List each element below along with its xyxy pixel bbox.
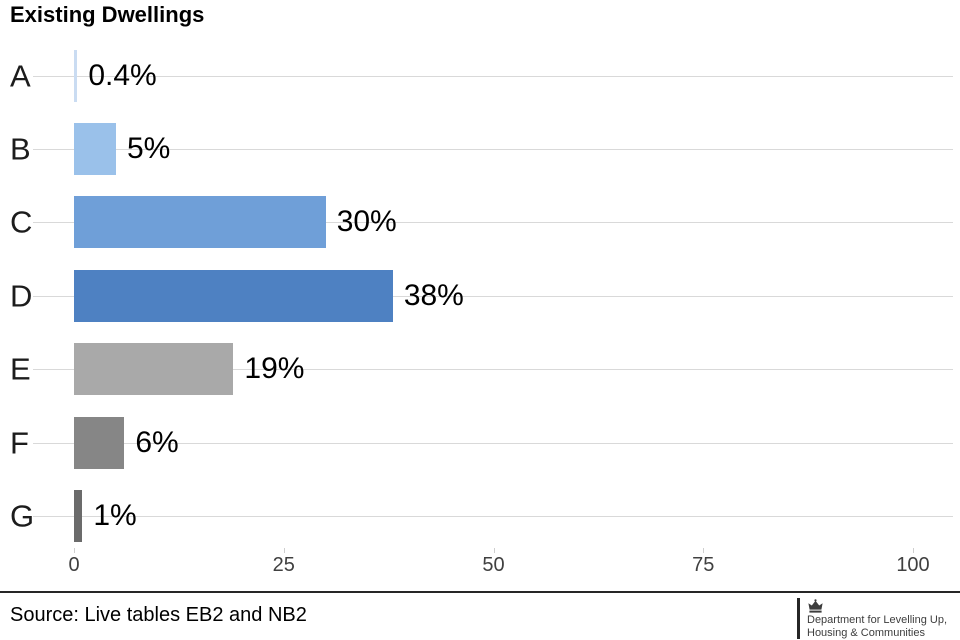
- gridline: [33, 442, 953, 444]
- x-axis-tick-mark: [283, 548, 285, 553]
- category-label: A: [10, 58, 31, 94]
- logo-text-line2: Housing & Communities: [807, 626, 925, 639]
- x-axis-tick-mark: [74, 548, 75, 553]
- gridline: [33, 75, 953, 77]
- bar: [74, 123, 116, 176]
- category-label: D: [10, 278, 33, 314]
- bar: [74, 49, 78, 102]
- value-label: 0.4%: [88, 58, 157, 92]
- bar-row: B 5%: [0, 112, 960, 185]
- bar-row: C 30%: [0, 186, 960, 259]
- bar-row: A 0.4%: [0, 39, 960, 112]
- value-label: 30%: [336, 205, 397, 239]
- x-axis-tick-mark: [493, 548, 495, 553]
- gridline: [33, 516, 953, 518]
- gridline: [33, 222, 953, 224]
- bar-row: F 6%: [0, 406, 960, 479]
- x-axis-tick-label: 100: [896, 554, 930, 576]
- bar: [74, 196, 326, 249]
- chart-title: Existing Dwellings: [10, 2, 205, 27]
- x-axis-tick-mark: [703, 548, 705, 553]
- bar: [74, 343, 234, 396]
- x-axis-tick-mark: [913, 548, 914, 553]
- value-label: 1%: [93, 499, 137, 533]
- bar-row: G 1%: [0, 479, 960, 552]
- category-label: F: [10, 425, 29, 461]
- logo-text-line1: Department for Levelling Up,: [807, 614, 948, 626]
- value-label: 19%: [244, 352, 305, 386]
- bar-row: D 38%: [0, 259, 960, 332]
- bar: [74, 269, 393, 322]
- category-label: G: [10, 498, 35, 534]
- plot-area: A 0.4% B 5% C 30% D 38% E 19% F 6% G 1%: [0, 39, 960, 553]
- crown-icon: [808, 599, 823, 613]
- logo-divider: [797, 598, 800, 639]
- value-label: 38%: [403, 278, 464, 312]
- x-axis-tick-label: 50: [482, 554, 505, 576]
- x-axis-tick-label: 25: [272, 554, 295, 576]
- footer: Source: Live tables EB2 and NB2 Departme…: [0, 591, 960, 640]
- source-note: Source: Live tables EB2 and NB2: [10, 604, 307, 626]
- bar-row: E 19%: [0, 333, 960, 406]
- category-label: B: [10, 131, 31, 167]
- value-label: 6%: [135, 425, 179, 459]
- category-label: E: [10, 351, 31, 387]
- department-logo: Department for Levelling Up, Housing & C…: [797, 598, 947, 639]
- gridline: [33, 149, 953, 151]
- gridline: [33, 295, 953, 297]
- bar: [74, 490, 83, 543]
- gridline: [33, 369, 953, 371]
- x-axis-tick-label: 0: [68, 554, 80, 576]
- category-label: C: [10, 204, 33, 240]
- bar: [74, 416, 125, 469]
- value-label: 5%: [126, 132, 171, 166]
- x-axis-tick-label: 75: [692, 554, 715, 576]
